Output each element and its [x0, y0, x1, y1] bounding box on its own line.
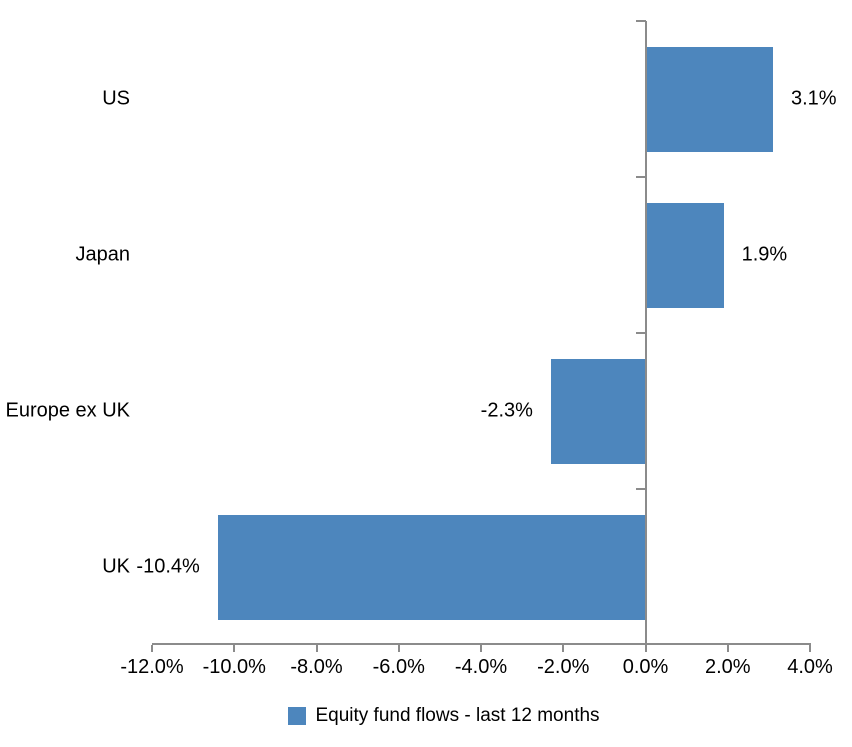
tick-label-2-0: -2.0%	[537, 656, 590, 678]
legend-label: Equity fund flows - last 12 months	[315, 705, 600, 726]
value-axis-tick	[315, 645, 318, 652]
category-label-uk: UK	[102, 555, 130, 578]
bar-us	[645, 46, 773, 152]
value-axis-tick	[562, 645, 565, 652]
value-axis-tick	[480, 645, 482, 652]
tick-label-10-0: -10.0%	[202, 656, 266, 678]
data-label-japan: 1.9%	[741, 243, 788, 266]
value-axis-line	[152, 643, 811, 645]
value-axis-tick	[397, 645, 400, 652]
tick-label-2-0: 2.0%	[704, 656, 751, 678]
tick-label-4-0: -4.0%	[454, 656, 508, 678]
category-axis-tick	[635, 488, 646, 490]
tick-label-0-0: 0.0%	[622, 656, 669, 678]
category-axis-tick	[635, 20, 646, 22]
legend-swatch-icon	[288, 707, 307, 725]
value-axis-tick	[726, 645, 729, 652]
value-axis-tick	[151, 645, 153, 652]
bar-uk	[217, 514, 646, 620]
value-axis-tick	[809, 645, 811, 652]
tick-label-12-0: -12.0%	[120, 656, 184, 678]
data-label-uk: -10.4%	[136, 555, 200, 578]
bar-japan	[645, 202, 724, 308]
category-axis-line	[644, 21, 647, 650]
chart-legend: Equity fund flows - last 12 months	[18, 705, 852, 727]
tick-label-8-0: -8.0%	[290, 656, 343, 678]
data-label-us: 3.1%	[790, 87, 837, 110]
tick-label-6-0: -6.0%	[372, 656, 425, 678]
data-label-europe-ex-uk: -2.3%	[480, 399, 533, 422]
value-axis-tick	[233, 645, 236, 652]
tick-label-4-0: 4.0%	[787, 656, 833, 678]
category-axis-tick	[635, 332, 646, 334]
bar-europe-ex-uk	[550, 358, 646, 464]
category-label-europe-ex-uk: Europe ex UK	[5, 399, 130, 422]
category-axis-tick	[635, 176, 646, 178]
category-label-japan: Japan	[75, 243, 131, 266]
category-label-us: US	[102, 87, 130, 110]
value-axis-tick	[644, 645, 647, 652]
